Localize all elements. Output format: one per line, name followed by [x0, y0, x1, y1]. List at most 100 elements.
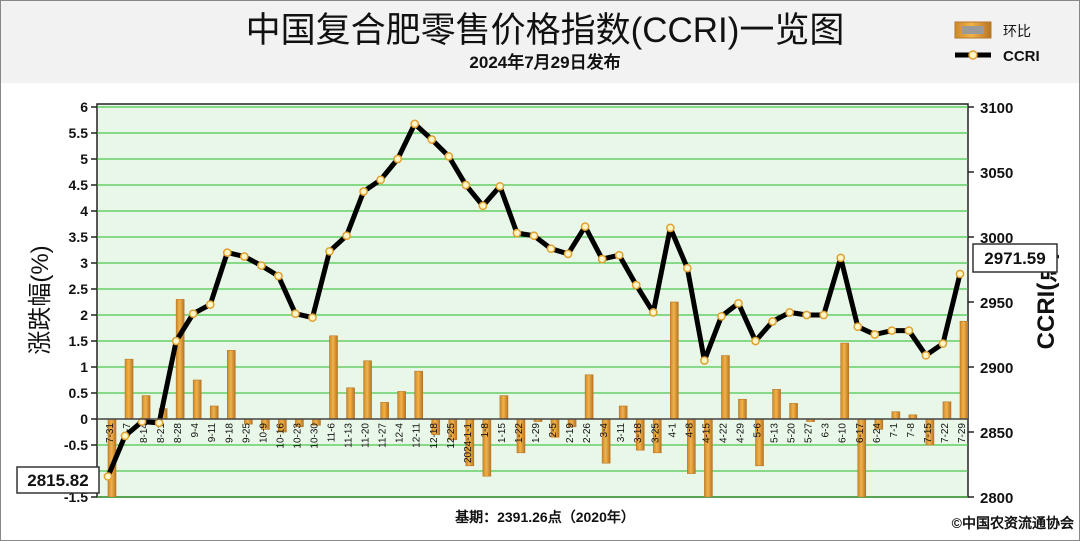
ccri-point — [359, 187, 368, 196]
bar — [789, 403, 798, 420]
first-value-callout: 2815.82 — [16, 466, 100, 494]
x-tick-label: 3-18 — [633, 423, 644, 443]
x-tick-label: 9-25 — [241, 423, 252, 443]
bar-series — [107, 299, 968, 497]
left-axis-tick-label: 0.5 — [69, 385, 89, 401]
ccri-point — [853, 322, 863, 332]
ccri-point — [665, 223, 675, 233]
x-tick-label: 6-3 — [821, 423, 832, 438]
legend-bar-label: 环比 — [1003, 23, 1031, 39]
left-axis-tick-label: 0 — [80, 411, 88, 427]
x-tick-label: 5-6 — [753, 423, 764, 438]
ccri-point — [291, 309, 300, 319]
copyright: ©中国农资流通协会 — [952, 515, 1075, 531]
x-tick-label: 4-22 — [718, 423, 729, 443]
bar — [124, 358, 134, 420]
ccri-point — [768, 317, 777, 326]
x-tick-label: 2-5 — [548, 423, 559, 438]
x-tick-label: 12-4 — [395, 423, 406, 443]
ccri-point — [597, 254, 607, 264]
left-axis-tick-label: 4 — [80, 203, 88, 219]
right-axis-tick-label: 3100 — [980, 100, 1013, 117]
x-tick-label: 9-18 — [224, 423, 235, 443]
x-tick-label: 10-23 — [292, 423, 303, 449]
x-tick-label: 7-31 — [105, 423, 116, 443]
x-tick-label: 3-11 — [616, 423, 627, 443]
ccri-point — [938, 339, 948, 348]
ccri-point — [717, 311, 726, 321]
right-axis-tick-label: 3050 — [980, 165, 1013, 182]
ccri-point — [887, 326, 897, 335]
ccri-point — [137, 417, 147, 426]
x-tick-label: 4-15 — [701, 423, 712, 443]
ccri-point — [222, 248, 232, 257]
bar — [226, 350, 236, 420]
ccri-point — [257, 261, 266, 270]
x-tick-label: 11-20 — [361, 423, 372, 448]
bar — [329, 335, 338, 420]
x-tick-label: 7-8 — [906, 423, 917, 438]
x-tick-label: 5-13 — [770, 423, 781, 443]
plot-area — [96, 103, 969, 498]
chart-subtitle: 2024年7月29日发布 — [469, 52, 620, 72]
ccri-point — [648, 308, 658, 317]
x-tick-label: 4-29 — [735, 423, 746, 443]
ccri-point — [751, 336, 760, 346]
axes: -1.5-1-0.500.511.522.533.544.555.5628002… — [64, 99, 1014, 507]
ccri-point — [393, 154, 403, 164]
legend-line-marker — [968, 50, 978, 60]
last-value-label: 2971.59 — [984, 249, 1045, 268]
ccri-point — [512, 228, 522, 238]
bar — [670, 301, 679, 420]
ccri-point — [342, 231, 351, 241]
ccri-point — [274, 271, 283, 281]
left-axis-tick-label: 2 — [80, 307, 88, 323]
bar — [397, 391, 406, 420]
bar — [209, 405, 219, 420]
x-tick-label: 11-13 — [344, 423, 355, 448]
ccri-point — [427, 135, 437, 144]
ccri-point — [819, 310, 829, 320]
ccri-point — [734, 298, 743, 308]
bar — [942, 401, 952, 420]
x-tick-label: 4-8 — [684, 423, 695, 438]
right-axis-tick-label: 2900 — [980, 360, 1013, 377]
ccri-point — [461, 180, 471, 190]
right-axis-tick-label: 2800 — [980, 490, 1013, 507]
ccri-point — [103, 472, 113, 481]
x-tick-label: 12-11 — [412, 423, 423, 448]
base-period-note: 基期：2391.26点（2020年） — [455, 509, 635, 525]
ccri-point — [955, 269, 965, 279]
bar — [175, 299, 185, 420]
left-axis-tick-label: 5 — [80, 151, 88, 167]
ccri-point — [376, 175, 385, 185]
x-tick-label: 6-17 — [855, 423, 866, 443]
x-tick-label: 2-26 — [582, 423, 593, 443]
left-axis-tick-label: 2.5 — [69, 281, 89, 297]
x-tick-label: 12-18 — [429, 423, 440, 449]
x-tick-label: 1-22 — [514, 423, 525, 443]
bar — [772, 389, 781, 420]
left-axis-tick-label: 3.5 — [69, 229, 89, 245]
ccri-point — [444, 152, 454, 161]
x-tick-label: 5-20 — [787, 423, 798, 443]
ccri-point — [836, 253, 846, 263]
ccri-point — [870, 330, 880, 339]
bar — [414, 370, 424, 420]
left-axis-tick-label: 4.5 — [69, 177, 89, 193]
x-tick-label: 3-4 — [599, 423, 610, 438]
ccri-point — [188, 309, 198, 319]
x-tick-label: 9-4 — [190, 423, 201, 438]
ccri-point — [120, 431, 130, 441]
chart-title: 中国复合肥零售价格指数(CCRI)一览图 — [246, 11, 845, 50]
bar — [192, 379, 202, 420]
ccri-point — [410, 119, 420, 129]
ccri-point — [614, 250, 624, 260]
x-tick-label: 11-6 — [327, 423, 338, 443]
bar — [738, 398, 747, 420]
bar — [141, 395, 151, 420]
ccri-point — [478, 201, 488, 211]
ccri-point — [700, 356, 709, 365]
x-tick-label: 4-1 — [667, 423, 678, 438]
ccri-point — [580, 222, 590, 231]
